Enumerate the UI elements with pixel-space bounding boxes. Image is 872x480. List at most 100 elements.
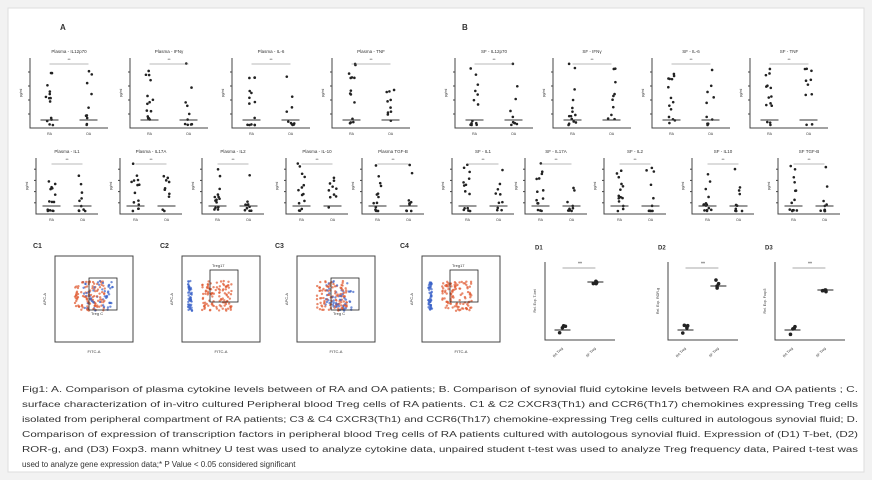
dot [148, 74, 151, 77]
group-label: OA [406, 218, 412, 222]
dot [217, 208, 220, 211]
dot [130, 181, 133, 184]
event-dot [334, 292, 336, 294]
sig-label: ** [149, 157, 153, 162]
gate-label: Treg C [333, 311, 345, 316]
event-dot [441, 292, 443, 294]
dot [821, 289, 825, 293]
dot [244, 209, 247, 212]
dot [683, 324, 687, 328]
event-dot [100, 284, 102, 286]
panel-title: Plasma - IFNγ [155, 49, 184, 54]
event-dot [92, 281, 94, 283]
event-dot [428, 286, 430, 288]
event-dot [460, 294, 462, 296]
event-dot [322, 297, 324, 299]
dot [466, 207, 469, 210]
dot [146, 95, 149, 98]
sig-label: ** [481, 157, 485, 162]
panel-title: SF TGF-B [799, 149, 819, 154]
event-dot [212, 286, 214, 288]
dot [352, 121, 355, 124]
dot [509, 110, 512, 113]
event-dot [87, 301, 89, 303]
event-dot [326, 285, 328, 287]
dot [45, 96, 48, 99]
event-dot [319, 281, 321, 283]
dot [620, 183, 623, 186]
y-label: pg/ml [739, 89, 743, 98]
event-dot [103, 300, 105, 302]
dot [353, 77, 356, 80]
dot [566, 201, 569, 204]
group-label: RA [375, 218, 381, 222]
y-label: pg/ml [542, 89, 546, 98]
event-dot [465, 280, 467, 282]
event-dot [459, 309, 461, 311]
dot [652, 197, 655, 200]
dot [165, 179, 168, 182]
y-label: Rel. Exp. ROR-g [656, 288, 660, 314]
dot [375, 210, 378, 213]
event-dot [99, 280, 101, 282]
caption-line: isolated from peripheral compartment of … [22, 415, 858, 424]
dot [214, 199, 217, 202]
event-dot [443, 297, 445, 299]
dot [145, 73, 148, 76]
dot [246, 200, 249, 203]
panel-title: SF - IL10 [714, 149, 733, 154]
dot [793, 181, 796, 184]
event-dot [218, 295, 220, 297]
dot [573, 189, 576, 192]
dot [329, 182, 332, 185]
event-dot [347, 290, 349, 292]
event-dot [330, 300, 332, 302]
dot [807, 83, 810, 86]
event-dot [77, 296, 79, 298]
dot [706, 209, 709, 212]
group-label: RA [669, 132, 675, 136]
event-dot [225, 288, 227, 290]
group-label: RA [465, 218, 471, 222]
event-dot [82, 281, 84, 283]
dot [468, 177, 471, 180]
event-dot [466, 286, 468, 288]
dot [388, 90, 391, 93]
event-dot [110, 281, 112, 283]
event-dot [345, 291, 347, 293]
dot [473, 99, 476, 102]
x-label: FITC-A [330, 349, 343, 354]
dot [467, 209, 470, 212]
dot [148, 101, 151, 104]
event-dot [77, 304, 79, 306]
event-dot [207, 283, 209, 285]
dot [496, 209, 499, 212]
event-dot [104, 287, 106, 289]
x-label: FITC-A [215, 349, 228, 354]
event-dot [227, 308, 229, 310]
dot [149, 79, 152, 82]
event-dot [319, 289, 321, 291]
dot [705, 102, 708, 105]
dot [794, 168, 797, 171]
event-dot [352, 291, 354, 293]
event-dot [453, 289, 455, 291]
dot [47, 210, 50, 213]
caption-line: surface characterization of in-vitro cul… [22, 400, 858, 409]
dot [137, 199, 140, 202]
event-dot [326, 298, 328, 300]
event-dot [91, 300, 93, 302]
dot [301, 186, 304, 189]
event-dot [201, 286, 203, 288]
dot [52, 210, 55, 213]
event-dot [338, 302, 340, 304]
panel-label: D3 [765, 246, 773, 252]
event-dot [229, 307, 231, 309]
dot [301, 172, 304, 175]
event-dot [75, 295, 77, 297]
event-dot [96, 306, 98, 308]
event-dot [104, 290, 106, 292]
event-dot [84, 283, 86, 285]
y-label: pg/ml [681, 182, 685, 191]
event-dot [82, 306, 84, 308]
